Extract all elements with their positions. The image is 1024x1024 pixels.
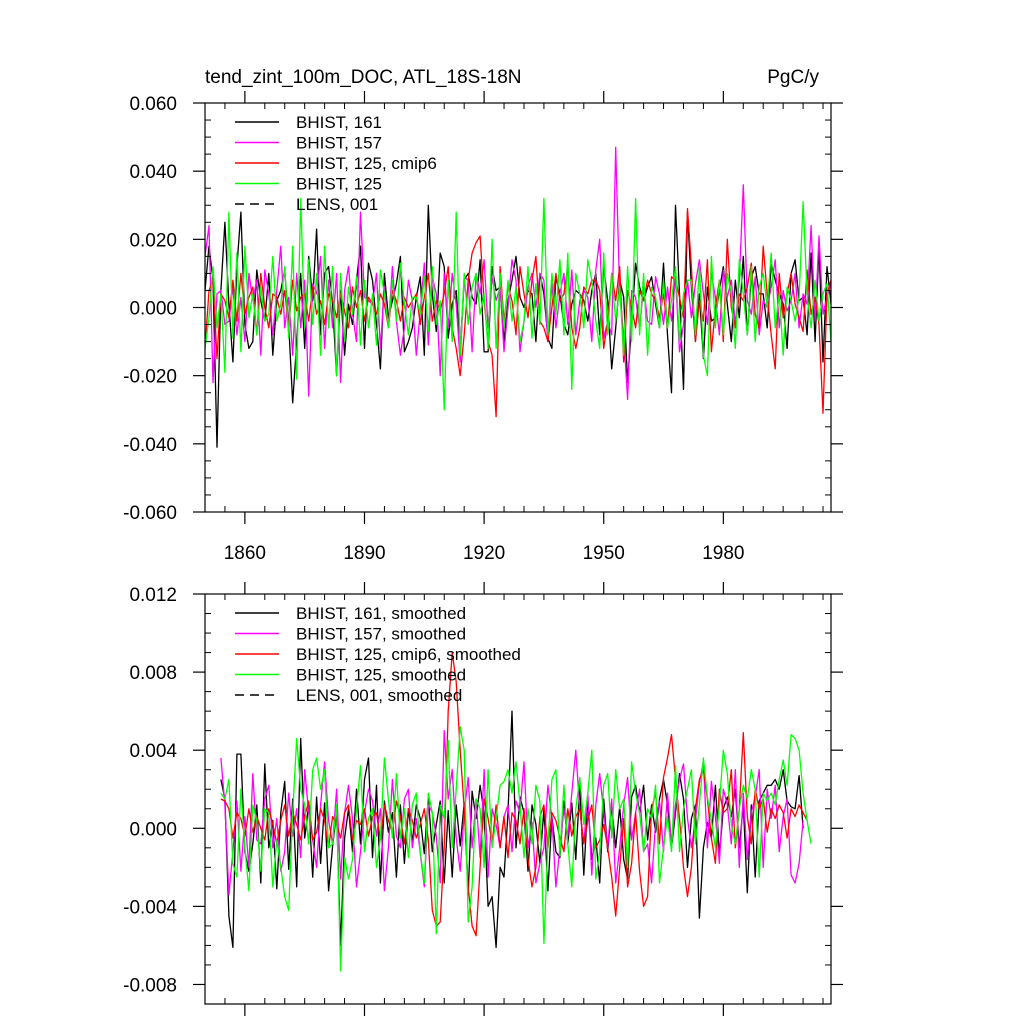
bottom-legend-label-bhist-161-smoothed: BHIST, 161, smoothed <box>296 604 466 623</box>
bottom-plot-frame <box>204 593 832 1005</box>
top-y-tick-label: 0.020 <box>129 230 177 251</box>
top-series-group <box>205 146 831 448</box>
top-series-bhist-161 <box>205 204 831 448</box>
top-x-tick-label: 1920 <box>463 543 505 564</box>
bottom-legend-label-bhist-125-smoothed: BHIST, 125, smoothed <box>296 666 466 685</box>
top-y-tick-label: -0.060 <box>123 503 177 524</box>
bottom-series-bhist-157-smoothed <box>220 730 804 896</box>
top-x-tick-label: 1950 <box>583 543 625 564</box>
bottom-series-bhist-125-cmip6-smoothed <box>220 651 808 937</box>
top-legend-label-bhist-125-cmip6: BHIST, 125, cmip6 <box>296 154 437 173</box>
bottom-y-tick-label: 0.004 <box>129 741 177 762</box>
top-y-tick-label: -0.020 <box>123 367 177 388</box>
top-legend-label-lens-001: LENS, 001 <box>296 195 378 214</box>
bottom-y-tick-label: 0.008 <box>129 663 177 684</box>
bottom-legend-label-lens-001-smoothed: LENS, 001, smoothed <box>296 686 462 705</box>
bottom-y-tick-label: -0.004 <box>123 897 177 918</box>
top-units-label: PgC/y <box>767 67 819 88</box>
top-panel: 1860 1890 1920 1950 1980 -0.060 -0.040 -0.020 0.… <box>123 67 843 564</box>
bottom-y-tick-label: -0.008 <box>123 975 177 996</box>
top-x-tick-label: 1980 <box>702 543 744 564</box>
top-legend-label-bhist-161: BHIST, 161 <box>296 113 382 132</box>
top-legend-label-bhist-125: BHIST, 125 <box>296 175 382 194</box>
top-y-tick-label: 0.000 <box>129 299 177 320</box>
top-y-tick-label: -0.040 <box>123 435 177 456</box>
bottom-panel: -0.008 -0.004 0.000 0.004 0.008 0.012 BHIST, 1… <box>123 582 843 1016</box>
bottom-legend: BHIST, 161, smoothed BHIST, 157, smoothed… <box>235 604 521 705</box>
top-y-tick-label: 0.040 <box>129 162 177 183</box>
bottom-legend-label-bhist-125-cmip6-smoothed: BHIST, 125, cmip6, smoothed <box>296 645 521 664</box>
top-chart-title: tend_zint_100m_DOC, ATL_18S-18N <box>205 67 522 88</box>
top-legend-label-bhist-157: BHIST, 157 <box>296 134 382 153</box>
top-series-bhist-125 <box>205 197 831 411</box>
bottom-series-bhist-161-smoothed <box>220 710 804 949</box>
top-x-tick-label: 1860 <box>224 543 266 564</box>
bottom-y-tick-label: 0.000 <box>129 819 177 840</box>
bottom-series-group <box>220 651 812 972</box>
top-y-tick-label: 0.060 <box>129 94 177 115</box>
bottom-series-bhist-125-smoothed <box>220 726 812 972</box>
top-x-tick-label: 1890 <box>343 543 385 564</box>
bottom-y-tick-label: 0.012 <box>129 585 177 606</box>
bottom-legend-label-bhist-157-smoothed: BHIST, 157, smoothed <box>296 625 466 644</box>
